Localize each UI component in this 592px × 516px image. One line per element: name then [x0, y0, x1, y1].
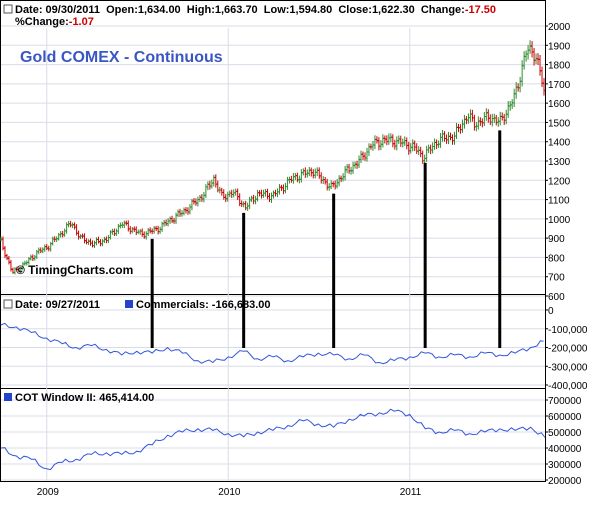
price-tick-label: 1200 [548, 176, 571, 187]
header-open-value: 1,634.00 [138, 4, 181, 16]
commercials-line [0, 322, 544, 365]
price-tick-label: 900 [548, 234, 565, 245]
window-tick-label: 600000 [548, 412, 582, 423]
cot-series-label: Commercials: -166,683.00 [136, 299, 271, 311]
cot-window-line [0, 408, 546, 471]
price-tick-label: 1400 [548, 138, 571, 149]
window-panel [0, 388, 546, 482]
price-tick-label: 700 [548, 273, 565, 284]
header-low-value: 1,594.80 [289, 4, 332, 16]
price-panel [0, 0, 546, 295]
price-header-bg [1, 1, 545, 28]
header-legend-square [3, 4, 13, 14]
price-tick-label: 1700 [548, 80, 571, 91]
price-bars [0, 40, 546, 275]
axis-ticks: 600 700 800 900 1000 1100 1200 1300 1400 1500 1600… [545, 22, 588, 487]
cot-tick-label: -400,000 [548, 381, 588, 392]
price-tick-label: 1800 [548, 61, 571, 72]
price-tick-label: 1500 [548, 118, 571, 129]
cot-header-square-1 [3, 299, 13, 309]
header-change-label: Change: [421, 4, 465, 16]
window-tick-label: 200000 [548, 476, 582, 487]
header-pct-value: -1.07 [69, 16, 94, 28]
cot-tick-label: -100,000 [548, 325, 588, 336]
indicator-lines [0, 322, 546, 471]
header-pct-label: %Change: [15, 16, 69, 28]
svg-text:%Change:-1.07: %Change:-1.07 [15, 16, 94, 28]
price-tick-label: 1600 [548, 99, 571, 110]
price-tick-label: 600 [548, 292, 565, 303]
header-high-label: High: [187, 4, 215, 16]
cot-tick-label: -300,000 [548, 362, 588, 373]
cot-header-date: Date: 09/27/2011 [15, 299, 100, 311]
price-tick-label: 1900 [548, 41, 571, 52]
header-close-label: Close: [338, 4, 372, 16]
price-tick-label: 800 [548, 253, 565, 264]
price-bar [542, 78, 546, 96]
price-title: Gold COMEX - Continuous [20, 49, 223, 66]
x-axis-labels: 2009 2010 2011 [37, 487, 422, 498]
x-tick-label: 2009 [37, 487, 60, 498]
window-legend-square [4, 393, 12, 401]
svg-text:Date: 09/30/2011 Open:1,: Date: 09/30/2011 Open:1,634.00 High:1,66… [15, 4, 496, 16]
x-tick-label: 2011 [400, 487, 422, 498]
header-low-label: Low: [264, 4, 290, 16]
header-date: Date: 09/30/2011 [15, 4, 100, 16]
price-tick-label: 1100 [548, 196, 570, 207]
watermark: © TimingCharts.com [16, 263, 133, 277]
window-series-label: COT Window II: 465,414.00 [15, 392, 154, 404]
cycle-markers [150, 130, 502, 348]
cot-legend-square [125, 300, 133, 308]
header-open-label: Open: [106, 4, 138, 16]
window-tick-label: 700000 [548, 396, 582, 407]
price-tick-label: 2000 [548, 22, 571, 33]
x-tick-label: 2010 [218, 487, 241, 498]
window-tick-label: 500000 [548, 428, 582, 439]
cot-tick-label: 0 [548, 306, 554, 317]
window-tick-label: 300000 [548, 460, 582, 471]
header-high-value: 1,663.70 [215, 4, 258, 16]
grid-layer [1, 25, 545, 481]
window-tick-label: 400000 [548, 444, 582, 455]
header-change-value: -17.50 [465, 4, 496, 16]
cot-tick-label: -200,000 [548, 344, 588, 355]
price-tick-label: 1300 [548, 157, 571, 168]
price-tick-label: 1000 [548, 215, 571, 226]
header-close-value: 1,622.30 [372, 4, 415, 16]
